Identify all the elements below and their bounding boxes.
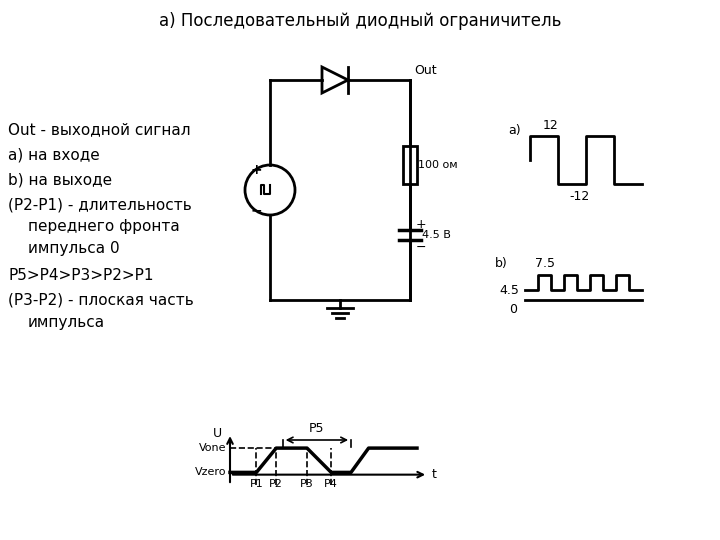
- Text: Out: Out: [414, 64, 436, 77]
- Text: импульса 0: импульса 0: [28, 241, 120, 256]
- Text: Р3: Р3: [300, 478, 314, 489]
- Text: Р4: Р4: [324, 478, 338, 489]
- Text: Р2: Р2: [269, 478, 283, 489]
- Text: 0: 0: [509, 303, 517, 316]
- Text: 7.5: 7.5: [534, 257, 554, 270]
- Text: Р1: Р1: [250, 478, 264, 489]
- Text: 4.5: 4.5: [499, 284, 519, 296]
- Text: b): b): [495, 257, 508, 270]
- Text: Vzero: Vzero: [194, 468, 226, 477]
- Text: Vone: Vone: [199, 443, 226, 453]
- Text: Out - выходной сигнал: Out - выходной сигнал: [8, 123, 191, 138]
- Text: U: U: [213, 427, 222, 440]
- Text: +: +: [250, 163, 262, 177]
- Text: −: −: [416, 240, 426, 253]
- Text: а) на входе: а) на входе: [8, 147, 100, 163]
- Text: (Р3-Р2) - плоская часть: (Р3-Р2) - плоская часть: [8, 293, 194, 307]
- Text: Р5>Р4>Р3>Р2>Р1: Р5>Р4>Р3>Р2>Р1: [8, 267, 153, 282]
- Text: а): а): [508, 124, 521, 137]
- Text: t: t: [432, 468, 437, 481]
- Text: Р5: Р5: [309, 422, 325, 435]
- Text: 12: 12: [543, 119, 559, 132]
- Text: +: +: [416, 219, 427, 232]
- Text: −: −: [250, 203, 262, 217]
- Text: переднего фронта: переднего фронта: [28, 219, 180, 234]
- Text: -12: -12: [569, 191, 589, 204]
- Text: 100 ом: 100 ом: [418, 160, 458, 170]
- Text: а) Последовательный диодный ограничитель: а) Последовательный диодный ограничитель: [159, 12, 561, 30]
- Text: b) на выходе: b) на выходе: [8, 172, 112, 187]
- Text: импульса: импульса: [28, 314, 105, 329]
- Text: 4.5 В: 4.5 В: [422, 230, 451, 240]
- Text: (Р2-Р1) - длительность: (Р2-Р1) - длительность: [8, 198, 192, 213]
